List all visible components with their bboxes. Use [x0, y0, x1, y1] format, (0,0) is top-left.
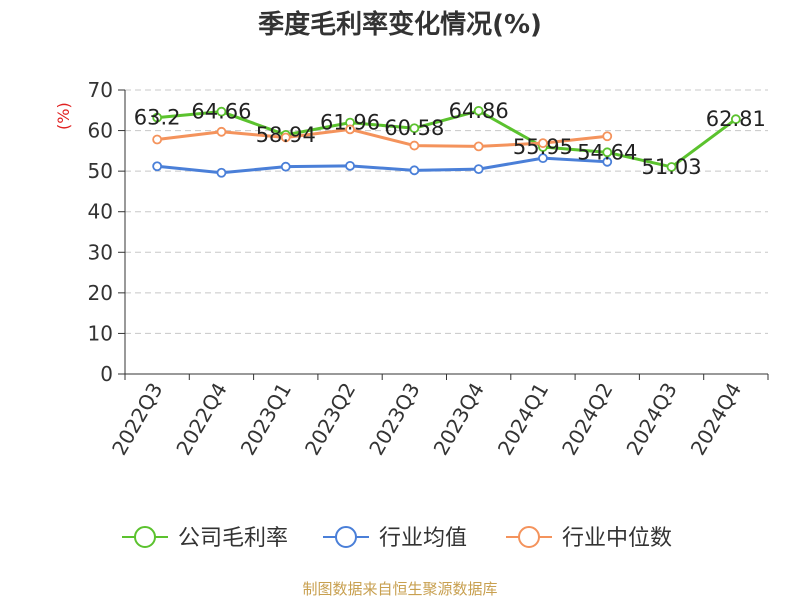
y-tick-label: 20	[88, 281, 113, 305]
data-label: 55.95	[513, 135, 573, 159]
data-point	[409, 123, 420, 134]
data-point	[216, 167, 227, 178]
x-tick-label: 2024Q3	[621, 379, 681, 460]
data-point	[473, 141, 484, 152]
y-tick-label: 30	[88, 240, 113, 264]
data-label: 58.94	[256, 123, 316, 147]
data-point	[409, 140, 420, 151]
x-tick-label: 2023Q1	[236, 379, 296, 460]
data-point	[280, 132, 291, 143]
legend-label[interactable]: 行业均值	[379, 526, 467, 551]
data-point	[538, 138, 548, 149]
series-line-2	[156, 127, 608, 148]
data-point	[602, 147, 613, 158]
data-label: 63.2	[134, 106, 181, 130]
legend-label[interactable]: 行业中位数	[562, 526, 672, 551]
data-point	[152, 161, 163, 172]
data-point	[473, 164, 484, 175]
data-point	[666, 162, 677, 172]
data-label: 51.03	[641, 155, 701, 179]
data-point	[345, 160, 355, 171]
data-point	[538, 153, 548, 164]
data-label: 61.96	[320, 111, 380, 135]
data-point	[152, 112, 163, 123]
data-point	[409, 165, 420, 176]
x-tick-label: 2023Q2	[300, 379, 360, 460]
y-tick-label: 0	[100, 362, 113, 386]
chart-title: 季度毛利率变化情况(%)	[258, 10, 542, 40]
y-tick-label: 50	[88, 159, 113, 183]
legend-marker	[335, 526, 357, 548]
series-line-0	[157, 109, 737, 169]
data-point	[280, 161, 291, 172]
x-tick-label: 2024Q2	[557, 379, 617, 460]
data-point	[730, 114, 741, 125]
legend-marker	[134, 526, 156, 548]
legend-marker	[518, 526, 540, 548]
x-tick-label: 2024Q1	[493, 379, 553, 460]
x-tick-label: 2024Q4	[686, 379, 746, 460]
data-label: 60.58	[384, 116, 444, 140]
data-label: 54.64	[577, 140, 637, 164]
y-tick-label: 70	[88, 78, 113, 102]
y-tick-label: 60	[88, 119, 113, 143]
x-tick-label: 2023Q4	[429, 379, 489, 460]
legend-label[interactable]: 公司毛利率	[178, 526, 288, 551]
data-point	[473, 105, 484, 116]
data-label: 64.66	[191, 100, 251, 124]
x-tick-label: 2022Q4	[171, 379, 231, 460]
data-point	[602, 131, 613, 142]
data-point	[216, 126, 227, 137]
data-point	[345, 124, 355, 135]
data-label: 64.86	[449, 99, 509, 123]
data-point	[216, 106, 227, 117]
data-point	[602, 156, 613, 167]
series-line-1	[156, 156, 608, 175]
y-tick-label: 10	[88, 321, 113, 345]
y-tick-label: 40	[88, 200, 113, 224]
data-point	[152, 134, 163, 145]
x-tick-label: 2023Q3	[364, 379, 424, 460]
x-tick-label: 2022Q3	[107, 379, 167, 460]
data-label: 62.81	[706, 107, 766, 131]
data-source-note: 制图数据来自恒生聚源数据库	[302, 580, 498, 598]
